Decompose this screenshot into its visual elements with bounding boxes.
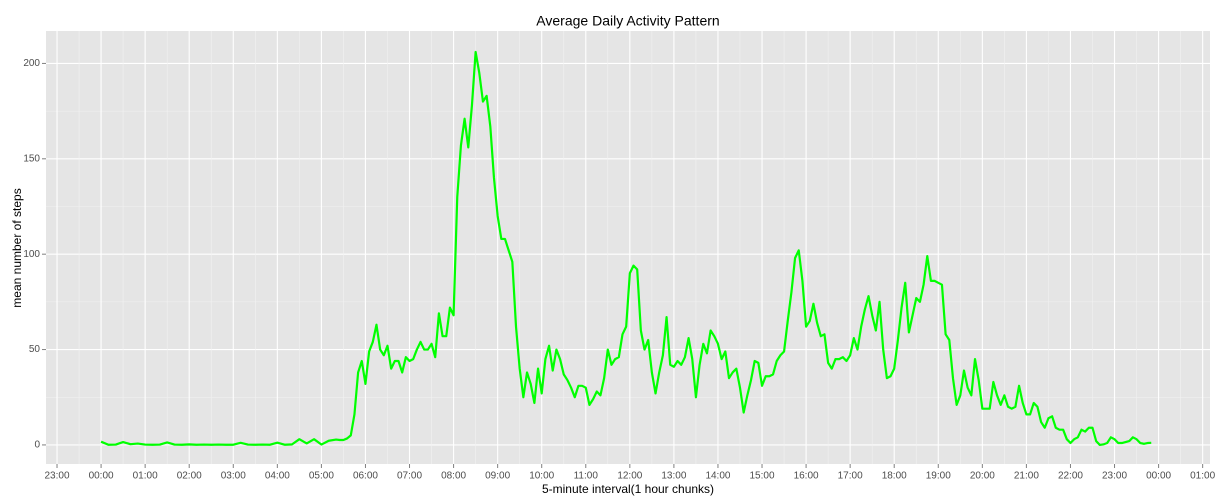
x-tick-label: 08:00 [441, 471, 466, 482]
chart-title: Average Daily Activity Pattern [536, 13, 719, 29]
data-line [100, 50, 1152, 447]
x-tick-label: 20:00 [970, 471, 995, 482]
x-tick-label: 23:00 [45, 471, 70, 482]
y-tick-label: 100 [23, 249, 40, 260]
x-tick-label: 04:00 [265, 471, 290, 482]
x-tick-label: 10:00 [529, 471, 554, 482]
y-tick-label: 0 [34, 440, 40, 451]
x-axis-title: 5-minute interval(1 hour chunks) [542, 482, 714, 496]
x-tick-label: 03:00 [221, 471, 246, 482]
x-tick-label: 23:00 [1102, 471, 1127, 482]
x-tick-label: 01:00 [133, 471, 158, 482]
x-tick-label: 22:00 [1058, 471, 1083, 482]
x-tick-label: 14:00 [705, 471, 730, 482]
plot-background [46, 31, 1210, 464]
x-tick-label: 16:00 [794, 471, 819, 482]
marks [100, 50, 1152, 447]
x-tick-label: 17:00 [838, 471, 863, 482]
x-tick-label: 09:00 [485, 471, 510, 482]
x-tick-label: 18:00 [882, 471, 907, 482]
x-tick-label: 00:00 [89, 471, 114, 482]
x-tick-label: 11:00 [574, 471, 599, 482]
y-axis-title: mean number of steps [10, 188, 24, 307]
y-tick-label: 150 [23, 153, 40, 164]
y-tick-label: 50 [29, 344, 41, 355]
x-tick-label: 21:00 [1014, 471, 1039, 482]
x-tick-label: 19:00 [926, 471, 951, 482]
x-tick-label: 12:00 [617, 471, 642, 482]
x-tick-label: 01:00 [1190, 471, 1215, 482]
x-tick-label: 00:00 [1146, 471, 1171, 482]
x-tick-label: 02:00 [177, 471, 202, 482]
x-tick-label: 07:00 [397, 471, 422, 482]
x-tick-label: 06:00 [353, 471, 378, 482]
x-tick-label: 05:00 [309, 471, 334, 482]
x-tick-label: 15:00 [750, 471, 775, 482]
x-tick-label: 13:00 [661, 471, 686, 482]
y-tick-label: 200 [23, 58, 40, 69]
